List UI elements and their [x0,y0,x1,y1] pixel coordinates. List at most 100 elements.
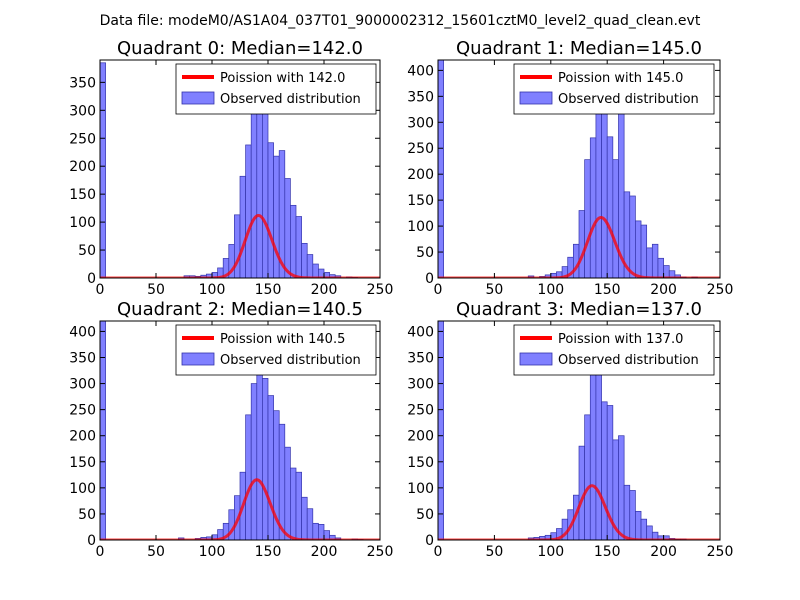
legend-histogram-swatch [519,352,553,366]
legend-histogram-swatch [181,91,215,105]
histogram-bar [635,510,642,540]
x-tick-label: 250 [707,282,734,298]
histogram-bar [438,321,444,540]
histogram-bar [290,204,297,278]
x-tick-label: 0 [434,282,443,298]
histogram-bar [301,496,308,540]
histogram-bar [589,351,597,540]
poisson-curve-line [438,216,720,278]
y-tick-label: 100 [407,219,434,235]
legend: Poission with 137.0 Observed distribution [513,324,715,376]
legend-histogram-swatch [181,352,215,366]
y-tick-label: 350 [407,351,434,367]
y-tick-label: 100 [407,481,434,497]
y-tick-label: 50 [416,245,434,261]
y-tick-label: 300 [407,115,434,131]
histogram-bar [239,175,246,278]
y-tick-label: 100 [69,215,96,231]
histogram-bar [606,136,614,278]
histogram-bar [312,263,319,278]
x-tick-label: 150 [594,544,621,560]
histogram-bar [306,254,314,278]
histogram-bar [618,435,625,540]
subplot-title: Quadrant 3: Median=137.0 [456,299,702,320]
y-tick-label: 150 [69,455,96,471]
subplot-title: Quadrant 1: Median=145.0 [456,38,702,59]
histogram-bar [267,142,274,278]
histogram-bar [595,364,602,540]
histogram-bar [318,524,325,540]
legend-histogram-label: Observed distribution [558,353,699,368]
histogram-bar [234,214,241,278]
histogram-bar [100,321,106,540]
y-tick-label: 300 [407,377,434,393]
y-tick-label: 0 [425,271,434,287]
legend-histogram-label: Observed distribution [220,353,361,368]
histogram-bar [245,414,252,540]
histogram-bar [250,383,258,540]
histogram-bar [245,144,252,278]
histogram-bar [284,178,291,278]
plot-area [438,321,720,540]
y-tick-label: 300 [69,103,96,119]
y-tick-label: 200 [407,429,434,445]
x-tick-label: 150 [594,282,621,298]
histogram-bar [290,467,297,540]
plot-area [100,62,380,278]
histogram-bar [635,220,642,278]
histogram-bar [668,270,676,278]
x-tick-label: 250 [707,544,734,560]
y-tick-label: 0 [87,271,96,287]
x-tick-label: 200 [650,544,677,560]
legend-poisson-label: Poission with 140.5 [220,332,345,347]
y-tick-label: 100 [69,481,96,497]
axes-frame [99,59,381,279]
subplot-quadrant-1: 0 50 100 150 200 250 0 50 100 150 200 250 300 350 400 Q… [407,38,733,298]
x-tick-label: 50 [147,282,165,298]
subplot-quadrant-0: 0 50 100 150 200 250 0 50 100 150 200 250 300 350 Quad… [69,38,393,298]
subplot-title: Quadrant 2: Median=140.5 [117,299,363,320]
y-tick-label: 150 [407,193,434,209]
histogram-bar [100,62,106,278]
subplots: 0 50 100 150 200 250 0 50 100 150 200 250 300 350 Quad… [69,38,733,560]
subplot-quadrant-3: 0 50 100 150 200 250 0 50 100 150 200 250 300 350 400 Q… [407,299,733,560]
histogram-bar [623,484,631,540]
histogram-bar [584,414,591,540]
x-tick-label: 100 [537,282,564,298]
histogram-bar [262,378,269,540]
x-tick-label: 50 [147,544,165,560]
histogram-bar [312,522,319,540]
legend-histogram-swatch [519,91,553,105]
y-tick-label: 200 [407,167,434,183]
y-tick-label: 200 [69,159,96,175]
x-tick-label: 100 [199,544,226,560]
y-tick-label: 350 [407,89,434,105]
y-tick-label: 300 [69,377,96,393]
x-tick-label: 0 [96,282,105,298]
legend-box [513,324,715,376]
axes-frame [437,320,721,541]
x-tick-label: 100 [199,282,226,298]
histogram-bar [295,216,302,278]
histogram-bar [663,265,670,278]
y-tick-label: 250 [407,141,434,157]
histogram-bar [278,423,286,540]
y-tick-label: 250 [69,403,96,419]
histogram-bar [250,93,258,278]
histogram-bar [629,195,636,278]
poisson-curve-line [100,214,380,278]
y-tick-label: 250 [407,403,434,419]
y-tick-label: 400 [407,63,434,79]
subplot-quadrant-2: 0 50 100 150 200 250 0 50 100 150 200 250 300 350 400 Q… [69,299,393,560]
histogram-bar [438,60,444,278]
histogram-bar [262,99,269,278]
x-tick-label: 50 [485,544,503,560]
y-tick-label: 400 [407,324,434,340]
legend-poisson-label: Poission with 142.0 [220,71,345,86]
y-tick-label: 400 [69,324,96,340]
histogram-bar [267,395,274,540]
y-tick-label: 0 [425,533,434,549]
histogram-bar [601,401,608,540]
legend: Poission with 140.5 Observed distribution [175,324,377,376]
